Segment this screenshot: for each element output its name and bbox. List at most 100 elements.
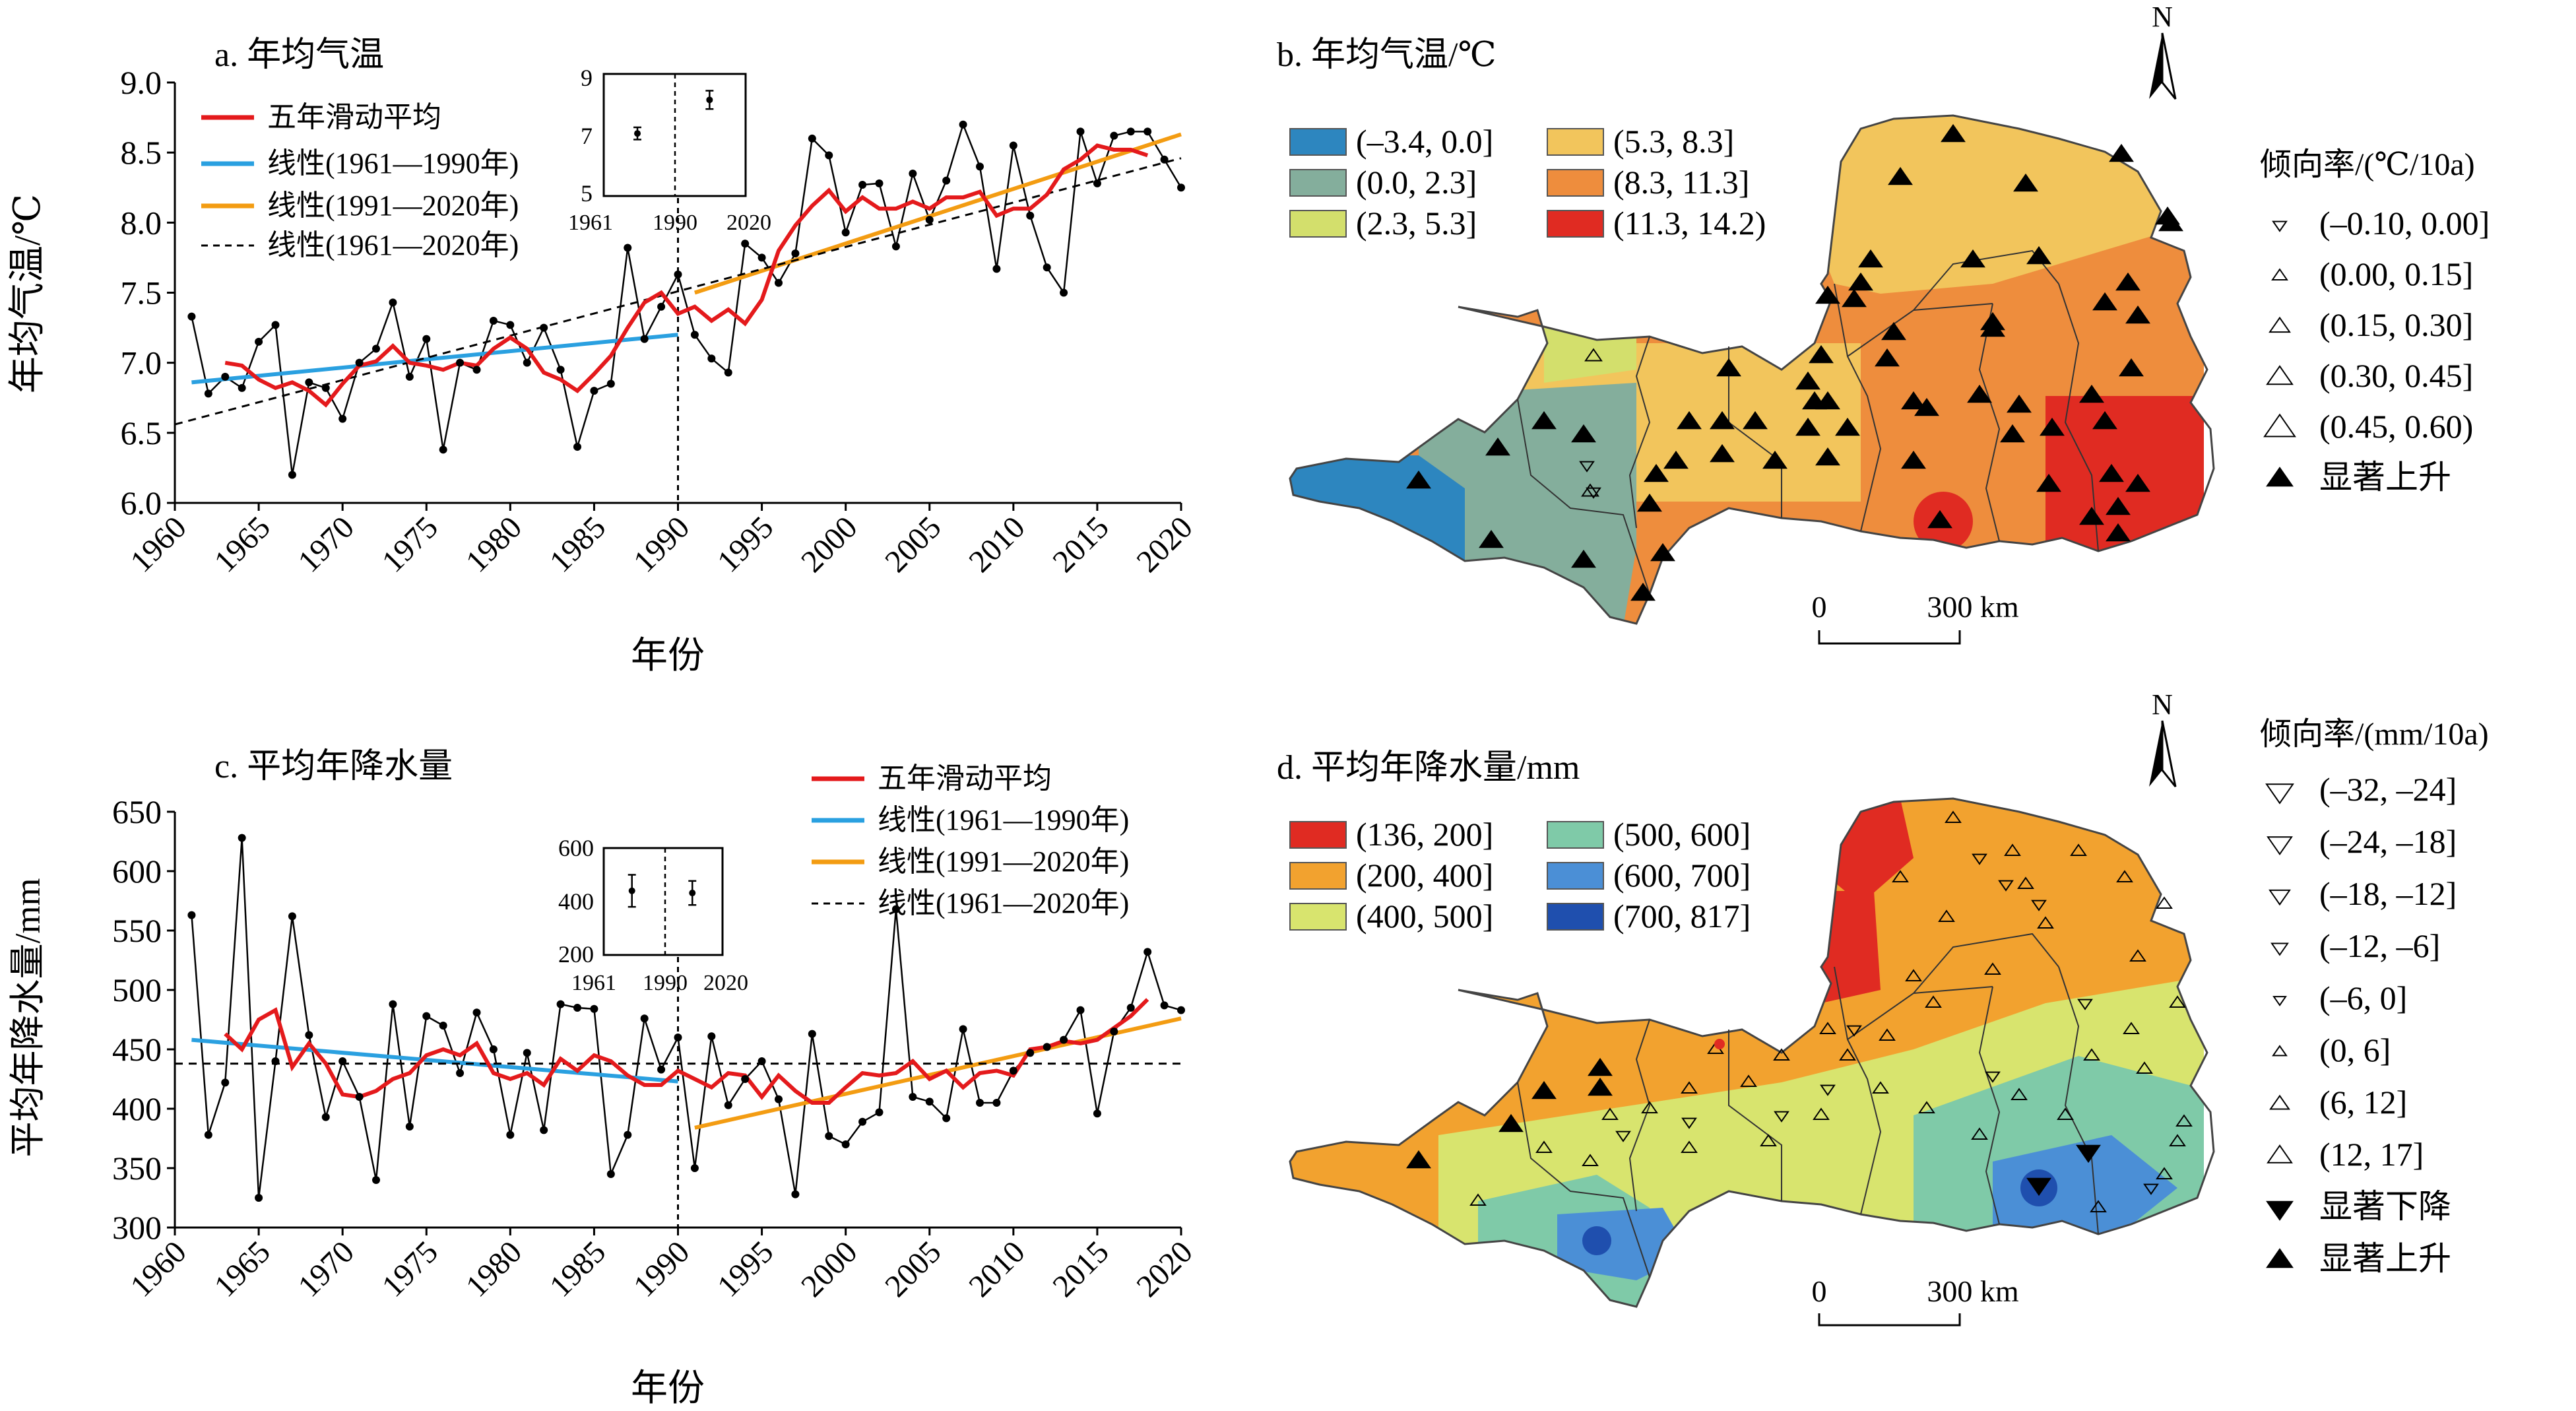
significant-rise-marker <box>1901 450 1926 469</box>
significant-rise-marker <box>1406 470 1431 489</box>
inset-ytick: 7 <box>581 123 593 149</box>
y-tick-label: 600 <box>112 853 162 890</box>
data-point <box>858 1117 867 1126</box>
data-point <box>640 1014 649 1023</box>
significant-rise-marker <box>2266 1248 2294 1268</box>
significant-decrease-marker <box>2076 1144 2101 1164</box>
scale-300km: 300 km <box>1927 590 2019 624</box>
trend-marker <box>1819 1022 1836 1034</box>
data-point <box>1110 1028 1118 1035</box>
x-tick-label: 1995 <box>711 1234 780 1303</box>
scale-zero: 0 <box>1812 590 1827 624</box>
trend-marker <box>2031 900 2047 911</box>
panel-c-inset-chart: 600 400 200 1961 1990 2020 <box>558 835 748 995</box>
data-point <box>506 1131 515 1139</box>
trend-marker <box>2266 365 2294 385</box>
data-point <box>1143 948 1152 956</box>
data-point <box>255 337 263 346</box>
significant-rise-marker <box>2099 463 2124 482</box>
data-point <box>891 905 900 913</box>
significant-rise-marker <box>1941 123 1966 143</box>
trend-marker <box>2011 1088 2028 1100</box>
significant-rise-marker <box>1980 318 2005 337</box>
significant-rise-marker <box>2106 496 2131 515</box>
inset-mean-point <box>689 890 696 897</box>
class-label: (2.3, 5.3] <box>1356 205 1477 242</box>
trend-marker <box>1641 1101 1658 1113</box>
data-point <box>556 1000 565 1008</box>
trend-legend-label: (0.00, 0.15] <box>2319 255 2473 292</box>
trend-marker <box>2156 1167 2173 1179</box>
trend-marker <box>2143 1183 2159 1195</box>
significant-rise-marker <box>1914 397 1939 416</box>
data-point <box>204 1131 212 1139</box>
y-tick-label: 9.0 <box>121 64 162 101</box>
data-point <box>590 1004 598 1013</box>
data-point <box>321 383 330 392</box>
trend-legend-label: (12, 17] <box>2319 1136 2424 1173</box>
significant-rise-marker <box>2040 417 2065 436</box>
data-point <box>1026 211 1035 220</box>
trend-legend-label: 显著上升 <box>2319 1240 2451 1277</box>
trend-marker <box>1985 1071 2001 1083</box>
significant-rise-marker <box>1588 1077 1613 1096</box>
x-tick-label: 1965 <box>208 509 277 579</box>
trend-legend-label: (–24, –18] <box>2319 823 2457 860</box>
significant-rise-marker <box>1842 288 1867 308</box>
significant-rise-marker <box>1795 417 1820 436</box>
data-point <box>891 242 900 251</box>
trend-marker <box>2272 1045 2288 1057</box>
trend-marker <box>2272 996 2287 1006</box>
data-point <box>825 1132 833 1140</box>
legend-linear-all: 线性(1961—2020年) <box>267 229 519 261</box>
scale-bar: 0 300 km <box>1812 590 2019 645</box>
data-point <box>489 316 498 325</box>
trend-marker <box>2263 413 2296 438</box>
class-label: (–3.4, 0.0] <box>1356 123 1493 160</box>
significant-rise-marker <box>1531 410 1557 430</box>
north-arrow: N <box>2149 1 2177 100</box>
data-point <box>271 1057 280 1065</box>
class-label: (8.3, 11.3] <box>1613 164 1749 201</box>
class-label: (400, 500] <box>1356 898 1493 935</box>
trend-marker <box>1581 483 1599 497</box>
data-point <box>1009 141 1017 150</box>
data-point <box>606 1170 615 1178</box>
panel-a-y-axis-label: 年均气温/℃ <box>7 194 48 393</box>
class-label: (500, 600] <box>1613 816 1751 853</box>
trend-marker <box>1971 1127 1988 1140</box>
class-swatch <box>1547 821 1604 849</box>
data-point <box>741 240 750 248</box>
data-point <box>690 331 699 339</box>
trend-marker <box>2077 999 2093 1010</box>
north-label: N <box>2152 1 2173 33</box>
x-tick-label: 2015 <box>1046 509 1115 579</box>
data-point <box>976 1099 984 1107</box>
data-point <box>1110 131 1118 140</box>
trend-marker <box>2136 1061 2153 1074</box>
class-label: (136, 200] <box>1356 816 1493 853</box>
y-tick-label: 6.0 <box>121 484 162 521</box>
x-tick-label: 1990 <box>627 1234 696 1303</box>
data-point <box>1043 263 1051 272</box>
significant-rise-marker <box>1795 371 1820 390</box>
legend-linear-early: 线性(1961—1990年) <box>267 147 519 180</box>
trend-marker <box>1879 1028 1896 1041</box>
significant-rise-marker <box>2125 305 2150 324</box>
significant-rise-marker <box>2007 394 2032 413</box>
trend-marker <box>1584 348 1603 362</box>
trend-marker <box>1773 1048 1790 1061</box>
trend-marker <box>1998 880 2014 892</box>
scale-300km: 300 km <box>1927 1274 2019 1308</box>
trend-marker <box>2017 876 2034 889</box>
data-point <box>1177 183 1185 192</box>
x-tick-label: 1995 <box>711 509 780 579</box>
significant-rise-marker <box>1498 1113 1524 1132</box>
significant-rise-marker <box>1644 463 1669 482</box>
y-tick-label: 300 <box>112 1209 162 1246</box>
data-point <box>590 387 598 395</box>
data-point <box>372 345 380 353</box>
data-point <box>791 1190 800 1198</box>
significant-decrease-marker <box>2026 1177 2051 1197</box>
data-point <box>472 1008 481 1017</box>
